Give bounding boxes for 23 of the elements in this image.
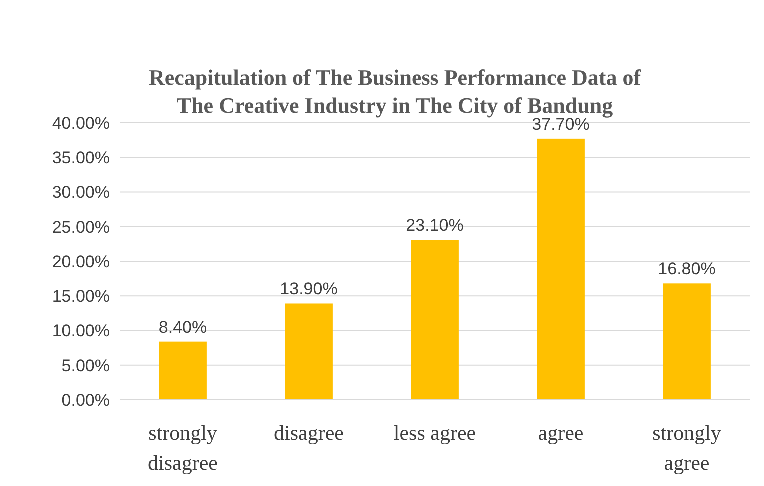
x-tick-label: less agree	[394, 421, 476, 445]
y-tick-label: 0.00%	[62, 390, 110, 410]
x-tick-label: strongly agree	[652, 421, 722, 475]
x-tick-label: agree	[538, 421, 584, 445]
data-label: 23.10%	[406, 216, 464, 236]
bar	[411, 240, 459, 400]
y-tick-label: 30.00%	[52, 183, 110, 202]
bar	[285, 304, 333, 400]
x-tick-label: strongly disagree	[148, 421, 218, 475]
bar	[663, 284, 711, 400]
data-label: 13.90%	[280, 280, 338, 299]
y-tick-label: 20.00%	[52, 252, 110, 272]
bar	[159, 342, 207, 400]
y-tick-label: 5.00%	[62, 356, 110, 376]
bar	[537, 138, 585, 400]
y-tick-label: 15.00%	[52, 287, 110, 306]
y-tick-label: 35.00%	[52, 148, 110, 168]
y-tick-label: 10.00%	[52, 322, 110, 341]
x-tick-label: disagree	[274, 421, 344, 445]
data-label: 16.80%	[658, 260, 716, 279]
data-label: 8.40%	[158, 318, 208, 337]
y-tick-label: 25.00%	[52, 218, 110, 237]
y-tick-label: 40.00%	[52, 114, 110, 133]
